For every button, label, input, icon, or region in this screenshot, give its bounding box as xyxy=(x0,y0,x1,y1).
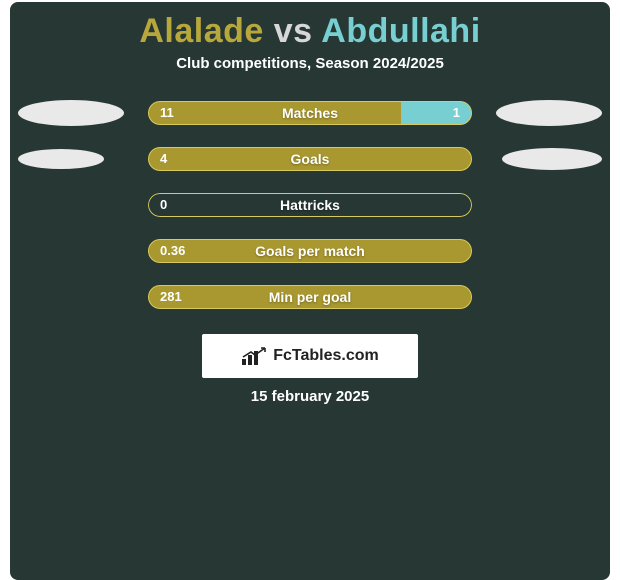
player2-name: Abdullahi xyxy=(321,12,480,50)
stat-label: Matches xyxy=(148,101,472,125)
stat-value-p2: 1 xyxy=(453,101,460,125)
brand-box[interactable]: FcTables.com xyxy=(202,334,418,378)
stat-row: Hattricks0 xyxy=(18,182,602,228)
stat-row: Goals per match0.36 xyxy=(18,228,602,274)
stat-bar: Min per goal xyxy=(148,285,472,309)
footer-date: 15 february 2025 xyxy=(10,388,610,405)
stat-bar: Goals per match xyxy=(148,239,472,263)
title-row: Alalade vs Abdullahi xyxy=(10,2,610,55)
bar-chart-arrow-icon xyxy=(241,346,267,366)
stat-row: Goals4 xyxy=(18,136,602,182)
vs-label: vs xyxy=(274,12,313,50)
stat-bar: Hattricks xyxy=(148,193,472,217)
subtitle: Club competitions, Season 2024/2025 xyxy=(10,55,610,90)
comparison-card: Alalade vs Abdullahi Club competitions, … xyxy=(10,2,610,580)
stat-label: Goals xyxy=(148,147,472,171)
brand-text: FcTables.com xyxy=(273,347,379,365)
player1-badge-ellipse xyxy=(18,149,104,169)
player2-badge-ellipse xyxy=(502,148,602,170)
stat-label: Goals per match xyxy=(148,239,472,263)
player2-badge-ellipse xyxy=(496,100,602,126)
player1-badge-ellipse xyxy=(18,100,124,126)
stat-value-p1: 0.36 xyxy=(160,239,185,263)
stat-value-p1: 0 xyxy=(160,193,167,217)
stat-bar: Matches xyxy=(148,101,472,125)
stat-value-p1: 281 xyxy=(160,285,182,309)
stat-label: Min per goal xyxy=(148,285,472,309)
stat-label: Hattricks xyxy=(148,193,472,217)
stat-value-p1: 11 xyxy=(160,101,174,125)
stat-value-p1: 4 xyxy=(160,147,167,171)
stat-rows: Matches111Goals4Hattricks0Goals per matc… xyxy=(10,90,610,320)
stat-row: Matches111 xyxy=(18,90,602,136)
stat-row: Min per goal281 xyxy=(18,274,602,320)
stat-bar: Goals xyxy=(148,147,472,171)
player1-name: Alalade xyxy=(139,12,263,50)
